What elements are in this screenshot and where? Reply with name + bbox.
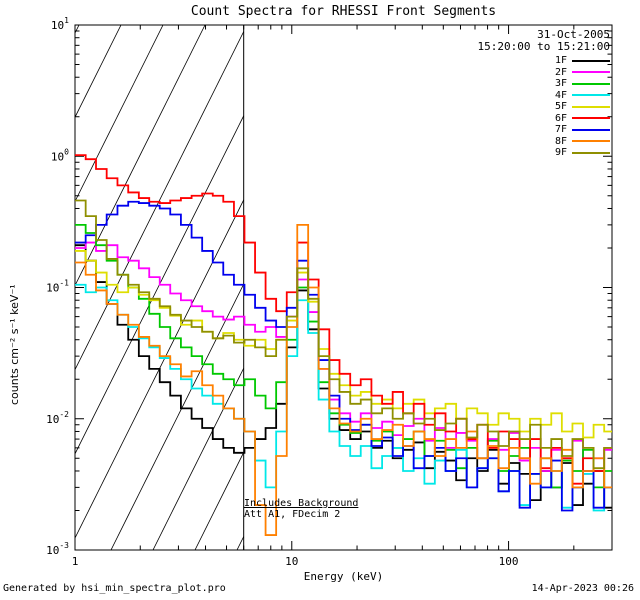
legend: 1F 2F 3F 4F 5F 6F 7F 8F 9F	[555, 55, 610, 159]
legend-swatch	[572, 82, 610, 85]
series-7F	[75, 200, 612, 512]
y-tick-label: 10-2	[46, 410, 69, 426]
legend-swatch	[572, 151, 610, 154]
spectra-series	[75, 154, 612, 536]
legend-swatch	[572, 59, 610, 62]
legend-label: 6F	[554, 112, 567, 124]
legend-swatch	[572, 94, 610, 97]
series-9F	[75, 199, 612, 470]
footer-generator-text: Generated by hsi_min_spectra_plot.pro	[3, 583, 226, 594]
legend-label: 3F	[554, 78, 567, 90]
legend-item-1F: 1F	[555, 55, 610, 67]
series-6F	[75, 154, 612, 485]
legend-label: 5F	[554, 101, 567, 113]
x-tick-label: 1	[72, 555, 79, 568]
legend-item-5F: 5F	[555, 101, 610, 113]
annotation-attenuator-state: Att A1, FDecim 2	[244, 509, 341, 520]
legend-swatch	[572, 140, 610, 143]
legend-item-2F: 2F	[555, 67, 610, 79]
series-8F	[75, 223, 612, 536]
y-tick-label: 101	[51, 16, 69, 32]
legend-item-8F: 8F	[555, 136, 610, 148]
legend-swatch	[572, 117, 610, 120]
legend-swatch	[572, 128, 610, 131]
y-tick-label: 10-1	[46, 279, 69, 295]
legend-label: 4F	[554, 89, 567, 101]
legend-item-3F: 3F	[555, 78, 610, 90]
series-3F	[75, 223, 612, 493]
observation-time-range: 15:20:00 to 15:21:00	[477, 40, 610, 53]
legend-label: 9F	[554, 147, 567, 159]
plot-frame	[74, 24, 613, 551]
y-tick-label: 10-3	[46, 541, 69, 557]
y-axis-label: counts cm⁻² s⁻¹ keV⁻¹	[8, 284, 21, 405]
observation-date: 31-Oct-2005	[537, 28, 610, 41]
annotation-includes-background: Includes Background	[244, 498, 359, 509]
legend-item-7F: 7F	[555, 124, 610, 136]
series-5F	[75, 250, 612, 447]
x-tick-label: 10	[285, 555, 298, 568]
legend-label: 7F	[554, 124, 567, 136]
y-tick-label: 100	[51, 147, 69, 163]
series-4F	[75, 283, 612, 512]
legend-label: 2F	[554, 66, 567, 78]
legend-label: 1F	[554, 55, 567, 67]
attenuated-region-hatch	[75, 25, 244, 550]
legend-item-4F: 4F	[555, 90, 610, 102]
legend-item-9F: 9F	[555, 147, 610, 159]
legend-swatch	[572, 71, 610, 74]
legend-label: 8F	[554, 135, 567, 147]
legend-item-6F: 6F	[555, 113, 610, 125]
footer-render-timestamp: 14-Apr-2023 00:26	[531, 583, 634, 594]
legend-swatch	[572, 105, 610, 108]
x-axis-label: Energy (keV)	[303, 570, 384, 583]
x-tick-label: 100	[499, 555, 519, 568]
plot-title: Count Spectra for RHESSI Front Segments	[190, 4, 497, 19]
